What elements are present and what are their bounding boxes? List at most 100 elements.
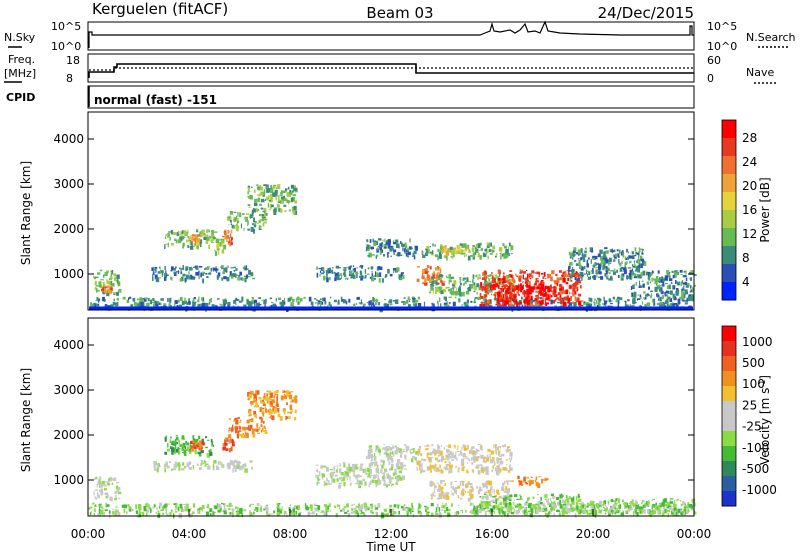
ytick-label-1: 2000 (53, 222, 84, 236)
echo-patch-13 (517, 475, 549, 489)
echo-patch-9 (247, 184, 298, 215)
echo-patch-3 (151, 265, 256, 284)
nsky-tick-top: 10^5 (51, 20, 81, 33)
xtick-label-0: 00:00 (71, 527, 106, 541)
colorbar-tick-6: 28 (742, 131, 757, 145)
power-colorbar-label: Power [dB] (758, 177, 772, 242)
colorbar-tick-0: 4 (742, 275, 750, 289)
echo-patch-11 (429, 480, 514, 503)
echo-patch-12 (416, 265, 445, 286)
echo-patch-11 (365, 238, 418, 260)
cpid-label: CPID (6, 91, 35, 104)
colorbar-tick-0: 1000 (742, 335, 773, 349)
power-colorbar: 4 8 12 16 20 24 28 (721, 119, 757, 301)
xtick-label-6: 00:00 (677, 527, 712, 541)
nsearch-tick-top: 10^5 (707, 20, 737, 33)
colorbar-swatch-7 (722, 431, 736, 447)
colorbar-swatch-0 (722, 326, 736, 342)
colorbar-tick-5: -100 (742, 441, 769, 455)
freq-trace (88, 63, 694, 78)
velocity-panel: 1000 2000 3000 4000 Slant Range [km] 1000 50… (19, 317, 777, 554)
nave-tick-bottom: 0 (707, 72, 714, 85)
power-ylabel: Slant Range [km] (19, 161, 33, 265)
colorbar-frame (721, 325, 737, 507)
echo-patch-17 (492, 283, 557, 305)
nave-label: Nave (746, 66, 774, 79)
xtick-label-3: 12:00 (374, 527, 409, 541)
nave-tick-top: 60 (707, 54, 721, 67)
freq-panel-frame (87, 53, 695, 83)
colorbar-tick-4: -25 (742, 420, 762, 434)
colorbar-swatch-5 (722, 210, 736, 229)
freq-tick-top: 18 (66, 54, 80, 67)
colorbar-tick-7: -1000 (742, 483, 777, 497)
ytick-label-3: 4000 (53, 132, 84, 146)
nsky-label: N.Sky (4, 31, 36, 44)
xtick-label-4: 16:00 (475, 527, 510, 541)
echo-patch-9 (365, 444, 419, 467)
power-panel-frame (87, 111, 695, 311)
echo-patch-6 (228, 417, 268, 439)
colorbar-swatch-1 (722, 341, 736, 357)
cpid-text: normal (fast) -151 (94, 93, 217, 107)
colorbar-swatch-11 (722, 491, 736, 507)
colorbar-tick-5: 24 (742, 155, 757, 169)
power-panel: 1000 2000 3000 4000 Slant Range [km] 4 8 12 16… (19, 111, 772, 313)
echo-patch-14 (442, 245, 468, 256)
colorbar-swatch-10 (722, 476, 736, 492)
power-y-axis: 1000 2000 3000 4000 (53, 132, 694, 281)
echo-patch-5 (189, 233, 203, 246)
station-title: Kerguelen (fitACF) (92, 0, 228, 18)
colorbar-swatch-2 (722, 156, 736, 175)
colorbar-tick-4: 20 (742, 179, 757, 193)
ytick-label-3: 4000 (53, 338, 84, 352)
colorbar-swatch-1 (722, 138, 736, 157)
echo-patch-2 (101, 285, 113, 294)
colorbar-frame (721, 119, 737, 301)
echo-patch-4 (189, 440, 205, 452)
colorbar-tick-1: 500 (742, 356, 765, 370)
colorbar-swatch-6 (722, 416, 736, 432)
nsky-tick-bottom: 10^0 (51, 40, 81, 53)
date-label: 24/Dec/2015 (598, 4, 694, 22)
freq-label-top: Freq. (8, 53, 35, 66)
colorbar-tick-3: 16 (742, 203, 757, 217)
colorbar-tick-1: 8 (742, 251, 750, 265)
echo-patch-19 (630, 269, 697, 301)
nsearch-tick-bottom: 10^0 (707, 40, 737, 53)
xtick-label-2: 08:00 (273, 527, 308, 541)
echo-patch-10 (416, 444, 513, 476)
ytick-label-1: 2000 (53, 428, 84, 442)
colorbar-swatch-6 (722, 228, 736, 247)
time-x-axis: 00:00 04:00 08:00 12:00 16:00 20:00 00:00 (71, 509, 712, 541)
ytick-label-2: 3000 (53, 383, 84, 397)
beam-label: Beam 03 (366, 4, 433, 22)
colorbar-swatch-4 (722, 386, 736, 402)
colorbar-swatch-2 (722, 356, 736, 372)
colorbar-swatch-5 (722, 401, 736, 417)
echo-patch-13 (421, 242, 514, 261)
echo-patch-12 (479, 493, 582, 516)
colorbar-swatch-9 (722, 461, 736, 477)
nsearch-label: N.Search (746, 31, 796, 44)
velocity-echo-layer (88, 390, 697, 519)
echo-patch-14 (570, 498, 696, 516)
ytick-label-2: 3000 (53, 177, 84, 191)
nsky-trace (88, 20, 694, 48)
echo-patch-7 (222, 229, 233, 247)
colorbar-swatch-8 (722, 446, 736, 462)
colorbar-swatch-3 (722, 371, 736, 387)
echo-patch-1 (93, 476, 122, 502)
echo-patch-8 (315, 462, 407, 489)
echo-patch-10 (316, 265, 405, 283)
xtick-label-5: 20:00 (576, 527, 611, 541)
velocity-colorbar: 1000 500 100 25 -25 -100 -500 -1000 (721, 325, 777, 507)
colorbar-tick-6: -500 (742, 462, 769, 476)
echo-patch-18 (568, 247, 647, 282)
nave-trace (89, 67, 694, 71)
freq-label-bottom: [MHz] (4, 67, 36, 80)
colorbar-tick-3: 25 (742, 398, 757, 412)
sky-panel-frame (87, 21, 695, 51)
echo-patch-7 (247, 390, 298, 421)
